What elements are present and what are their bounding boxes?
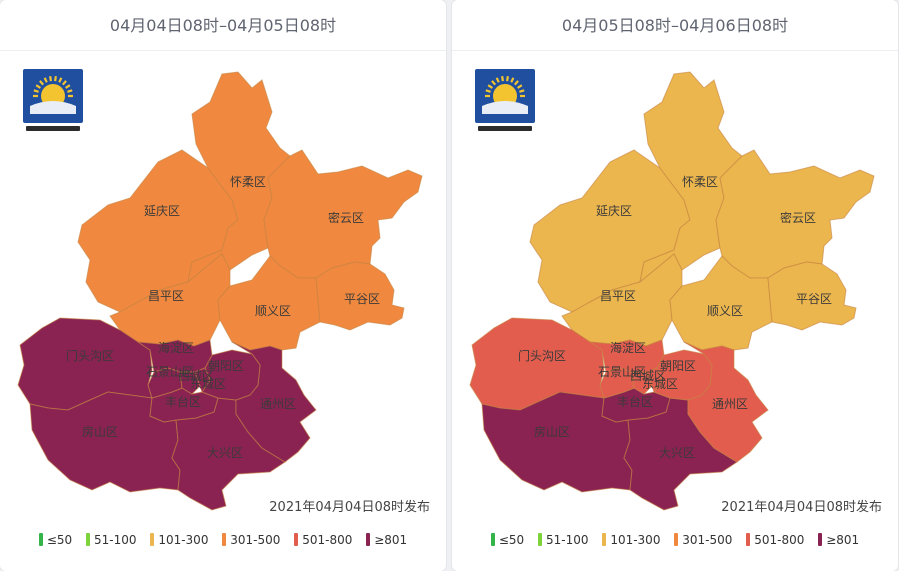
district-label-changping: 昌平区 — [600, 289, 636, 303]
legend-item: 501-800 — [746, 533, 804, 547]
legend-swatch — [746, 533, 751, 546]
legend-item: 51-100 — [537, 533, 589, 547]
district-label-fangshan: 房山区 — [82, 424, 118, 439]
district-label-tongzhou: 通州区 — [712, 397, 748, 411]
district-label-pinggu: 平谷区 — [796, 292, 832, 306]
legend-item: 101-300 — [150, 533, 208, 547]
district-label-changping: 昌平区 — [148, 289, 184, 303]
legend-label: ≥801 — [374, 533, 408, 547]
district-label-tongzhou: 通州区 — [260, 397, 296, 411]
legend-swatch — [85, 533, 90, 546]
panel-title: 04月04日08时–04月05日08时 — [0, 0, 446, 51]
district-label-shijingshan: 石景山区 — [146, 365, 194, 379]
district-shunyi — [217, 255, 321, 351]
district-xicheng — [179, 371, 201, 395]
legend-swatch — [222, 533, 227, 546]
district-label-shunyi: 顺义区 — [707, 304, 743, 318]
district-label-shijingshan: 石景山区 — [598, 365, 646, 379]
meteorological-bureau-logo-icon — [23, 69, 83, 131]
district-label-fengtai: 丰台区 — [165, 394, 201, 409]
legend-swatch — [490, 533, 495, 546]
district-label-chaoyang: 朝阳区 — [660, 359, 696, 373]
issued-time: 2021年04月04日08时发布 — [269, 500, 430, 515]
district-miyun — [263, 149, 423, 279]
legend-item: 301-500 — [222, 533, 280, 547]
district-label-huairou: 怀柔区 — [230, 175, 266, 189]
district-label-fangshan: 房山区 — [534, 424, 570, 439]
legend-item: ≥801 — [818, 533, 859, 547]
district-label-mentougou: 门头沟区 — [518, 348, 566, 363]
district-pinggu — [767, 261, 857, 331]
legend-item: 101-300 — [602, 533, 660, 547]
district-label-daxing: 大兴区 — [207, 446, 243, 460]
legend-label: ≥801 — [826, 533, 860, 547]
legend-label: 51-100 — [545, 533, 589, 547]
district-label-chaoyang: 朝阳区 — [208, 359, 244, 373]
district-label-xicheng: 西城区 — [178, 369, 214, 383]
forecast-panel-day2: 04月05日08时–04月06日08时 延庆区 怀柔区密云区昌平区顺义区 平谷区门头… — [452, 0, 898, 571]
district-label-dongcheng: 东城区 — [190, 377, 226, 391]
district-label-yanqing: 延庆区 — [144, 204, 180, 218]
legend-label: 501-800 — [754, 533, 805, 547]
district-label-fengtai: 丰台区 — [617, 394, 653, 409]
legend-label: ≤50 — [46, 533, 73, 547]
district-label-yanqing: 延庆区 — [596, 204, 632, 218]
district-pinggu — [315, 261, 405, 331]
district-label-xicheng: 西城区 — [630, 369, 666, 383]
legend-item: ≥801 — [366, 533, 407, 547]
district-dongcheng — [194, 367, 211, 394]
legend-label: 101-300 — [158, 533, 209, 547]
legend: ≤50 51-100 101-300 301-500 501-800 ≥801 — [452, 533, 898, 551]
district-label-huairou: 怀柔区 — [682, 175, 718, 189]
district-label-haidian: 海淀区 — [158, 340, 194, 355]
legend-swatch — [602, 533, 607, 546]
district-xicheng — [631, 371, 653, 395]
legend-label: 501-800 — [302, 533, 353, 547]
legend-swatch — [150, 533, 155, 546]
district-label-miyun: 密云区 — [328, 210, 364, 225]
district-shunyi — [669, 255, 773, 351]
legend-label: 301-500 — [682, 533, 733, 547]
district-label-daxing: 大兴区 — [659, 446, 695, 460]
district-dongcheng — [646, 367, 663, 394]
district-miyun — [715, 149, 875, 279]
legend-swatch — [818, 533, 823, 546]
district-label-haidian: 海淀区 — [610, 340, 646, 355]
legend-item: ≤50 — [490, 533, 525, 547]
legend: ≤50 51-100 101-300 301-500 501-800 ≥801 — [0, 533, 446, 551]
legend-swatch — [366, 533, 371, 546]
district-label-miyun: 密云区 — [780, 210, 816, 225]
legend-item: ≤50 — [38, 533, 73, 547]
legend-item: 51-100 — [85, 533, 137, 547]
legend-item: 301-500 — [674, 533, 732, 547]
district-label-pinggu: 平谷区 — [344, 292, 380, 306]
legend-swatch — [674, 533, 679, 546]
issued-time: 2021年04月04日08时发布 — [721, 500, 882, 515]
meteorological-bureau-logo-icon — [475, 69, 535, 131]
district-label-dongcheng: 东城区 — [642, 377, 678, 391]
legend-label: 101-300 — [610, 533, 661, 547]
forecast-panel-day1: 04月04日08时–04月05日08时 延庆区 怀柔区密云区昌平区顺义区 平谷区门头… — [0, 0, 446, 571]
legend-item: 501-800 — [294, 533, 352, 547]
legend-swatch — [537, 533, 542, 546]
panel-title: 04月05日08时–04月06日08时 — [452, 0, 898, 51]
legend-swatch — [38, 533, 43, 546]
district-label-mentougou: 门头沟区 — [66, 348, 114, 363]
district-label-shunyi: 顺义区 — [255, 304, 291, 318]
legend-label: ≤50 — [498, 533, 525, 547]
legend-label: 51-100 — [93, 533, 137, 547]
legend-swatch — [294, 533, 299, 546]
legend-label: 301-500 — [230, 533, 281, 547]
